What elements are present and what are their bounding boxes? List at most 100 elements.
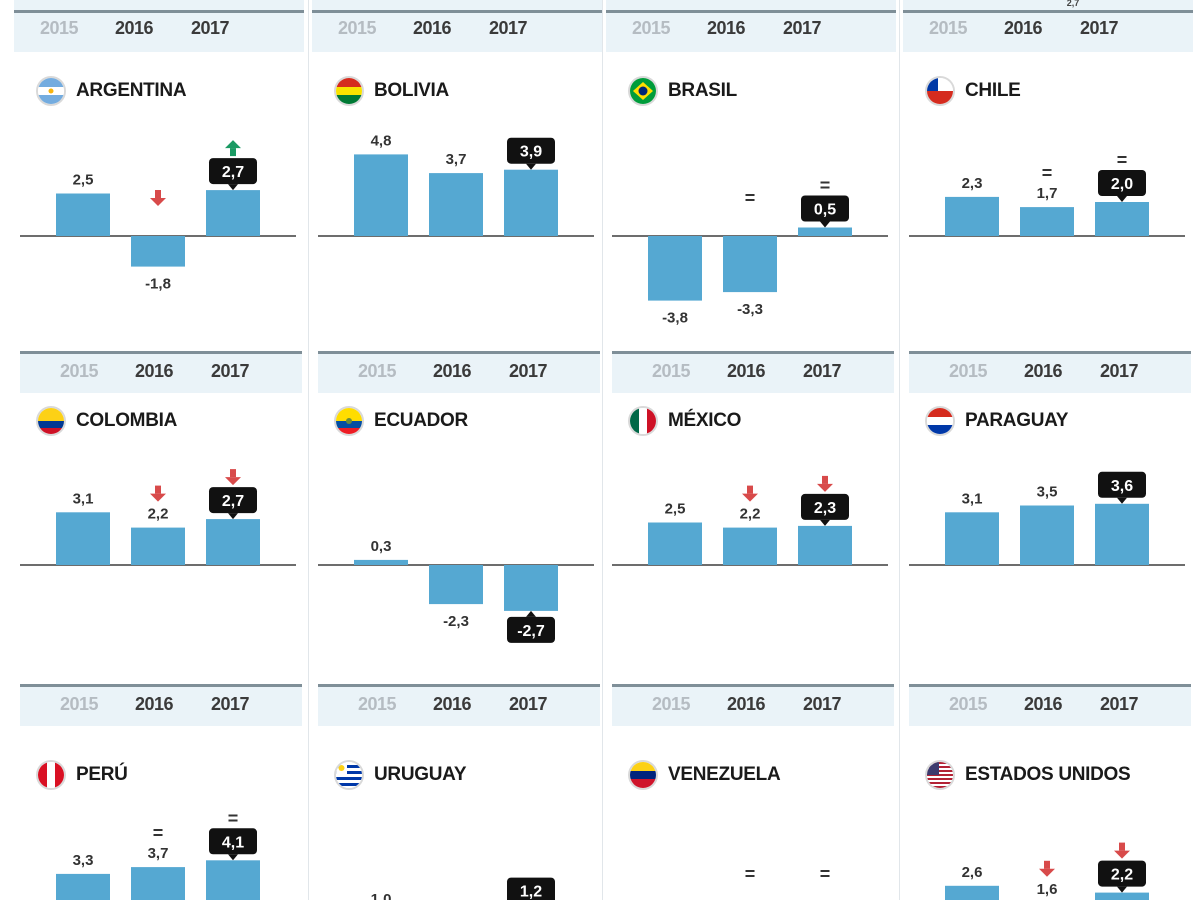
data-label: 0,5 <box>814 202 836 219</box>
bar-2017 <box>206 860 260 900</box>
data-label: 2,2 <box>1111 867 1133 884</box>
x-axis-strip <box>20 684 302 726</box>
bar-2017 <box>206 519 260 565</box>
axis-line <box>612 351 894 354</box>
data-label: 4,8 <box>371 132 392 149</box>
top-c3-year-2017: 2017 <box>1079 18 1119 38</box>
top-c3-year-2015: 2015 <box>928 18 968 38</box>
data-label: 2,0 <box>1111 176 1133 193</box>
no-change-icon: = <box>1042 163 1053 183</box>
x-axis-strip <box>909 684 1191 726</box>
chart-header: PARAGUAY <box>903 406 1193 436</box>
bar-2015 <box>354 154 408 236</box>
highlight-callout: 2,0 <box>1098 170 1146 202</box>
x-tick-label: 2015 <box>357 694 397 714</box>
data-label: 3,6 <box>1111 478 1133 495</box>
chart-header: ESTADOS UNIDOS <box>903 760 1193 790</box>
chart-title: ECUADOR <box>374 410 468 431</box>
axis-line <box>909 684 1191 687</box>
chart-title: ESTADOS UNIDOS <box>965 764 1131 785</box>
highlight-callout: 2,7 <box>209 487 257 520</box>
highlight-callout: 3,9 <box>507 137 555 170</box>
chart-title: PERÚ <box>76 764 128 785</box>
bar-2017 <box>504 169 558 236</box>
chart-header: COLOMBIA <box>14 406 304 436</box>
data-label: 3,1 <box>73 490 94 507</box>
data-label: 4,1 <box>222 834 244 851</box>
x-tick-label: 2015 <box>948 694 988 714</box>
data-label: 3,1 <box>962 490 983 507</box>
x-tick-label: 2015 <box>948 361 988 381</box>
highlight-callout: 4,1 <box>209 828 257 861</box>
chart-title: VENEZUELA <box>668 764 781 785</box>
chart-title: URUGUAY <box>374 764 467 785</box>
highlight-callout: 2,7 <box>209 158 257 191</box>
arrow-down-icon <box>150 485 166 502</box>
column-divider <box>602 0 603 900</box>
top-c1-year-2016: 2016 <box>412 18 452 38</box>
bar-2016 <box>131 236 185 267</box>
x-tick-label: 2015 <box>357 361 397 381</box>
bar-2017 <box>798 525 852 565</box>
data-label: -2,3 <box>443 613 469 630</box>
axis-line <box>318 351 600 354</box>
chart-title: ARGENTINA <box>76 80 187 101</box>
no-change-icon: = <box>153 823 164 843</box>
ecuador-flag-icon <box>334 406 364 436</box>
bar-2016 <box>429 173 483 236</box>
x-axis-strip <box>612 684 894 726</box>
x-tick-label: 2016 <box>134 694 174 714</box>
axis-line <box>612 684 894 687</box>
highlight-callout: 2,3 <box>801 493 849 526</box>
bar-2016 <box>131 527 185 565</box>
highlight-callout: -2,7 <box>507 610 555 643</box>
axis-line <box>909 351 1191 354</box>
top-c2-year-2016: 2016 <box>706 18 746 38</box>
chart-header: CHILE <box>903 76 1193 106</box>
argentina-flag-icon <box>36 76 66 106</box>
top-c2-year-2015: 2015 <box>631 18 671 38</box>
data-label: 1,0 <box>371 891 392 900</box>
x-axis-strip <box>318 351 600 393</box>
chart-title: COLOMBIA <box>76 410 178 431</box>
data-label: 2,6 <box>962 864 983 881</box>
x-tick-label: 2016 <box>134 361 174 381</box>
bar-2016 <box>429 565 483 605</box>
x-axis-strip <box>612 351 894 393</box>
column-divider <box>308 0 309 900</box>
x-tick-label: 2017 <box>1099 694 1139 714</box>
axis-line <box>903 10 1193 13</box>
no-change-icon: = <box>745 864 756 884</box>
data-label: 3,3 <box>73 852 94 869</box>
x-tick-label: 2015 <box>59 361 99 381</box>
x-tick-label: 2017 <box>802 361 842 381</box>
bar-2015 <box>56 873 110 900</box>
bar-2017 <box>798 227 852 236</box>
x-tick-label: 2016 <box>1023 694 1063 714</box>
data-label: -3,8 <box>662 310 688 327</box>
x-tick-label: 2016 <box>432 694 472 714</box>
no-change-icon: = <box>820 864 831 884</box>
data-label: 0,3 <box>371 538 392 555</box>
axis-line <box>14 10 304 13</box>
bar-2015 <box>945 196 999 236</box>
chart-header: BRASIL <box>606 76 896 106</box>
bolivia-flag-icon <box>334 76 364 106</box>
bar-2016 <box>1020 207 1074 236</box>
top-value-label: 2,7 <box>1066 0 1080 8</box>
top-axis-strip: 2,7 <box>903 0 1193 52</box>
data-label: 2,5 <box>665 501 686 518</box>
chart-title: PARAGUAY <box>965 410 1069 431</box>
x-tick-label: 2015 <box>651 694 691 714</box>
bar-2016 <box>1020 505 1074 565</box>
bar-2017 <box>206 190 260 236</box>
bar-2015 <box>945 885 999 900</box>
bar-2016 <box>723 236 777 293</box>
